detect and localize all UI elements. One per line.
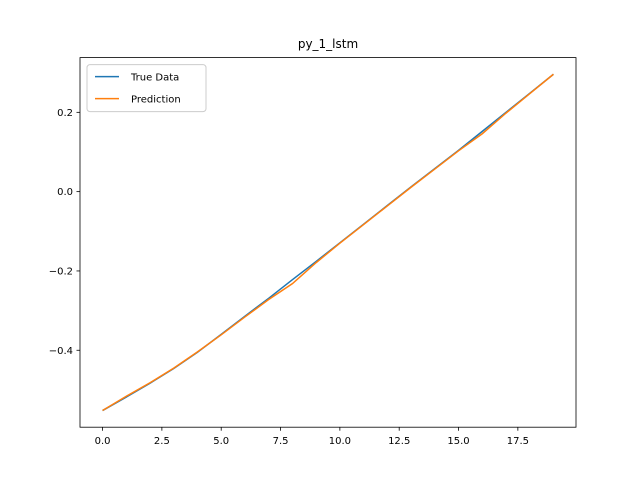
chart-title: py_1_lstm <box>298 37 358 51</box>
x-tick-label: 5.0 <box>213 436 229 447</box>
x-tick-label: 0.0 <box>95 436 111 447</box>
x-tick-label: 12.5 <box>388 436 410 447</box>
y-tick-label: 0.0 <box>57 187 73 198</box>
x-tick-label: 7.5 <box>273 436 289 447</box>
y-tick-label: 0.2 <box>57 108 73 119</box>
x-tick-label: 15.0 <box>447 436 469 447</box>
line <box>102 73 554 412</box>
x-tick-label: 10.0 <box>329 436 351 447</box>
x-tick-label: 2.5 <box>154 436 170 447</box>
y-tick-label: −0.2 <box>49 266 73 277</box>
y-tick-label: −0.4 <box>49 346 73 357</box>
x-tick-label: 17.5 <box>507 436 529 447</box>
legend-label: Prediction <box>131 95 181 106</box>
plot-frame <box>79 57 577 428</box>
legend-label: True Data <box>130 73 179 84</box>
